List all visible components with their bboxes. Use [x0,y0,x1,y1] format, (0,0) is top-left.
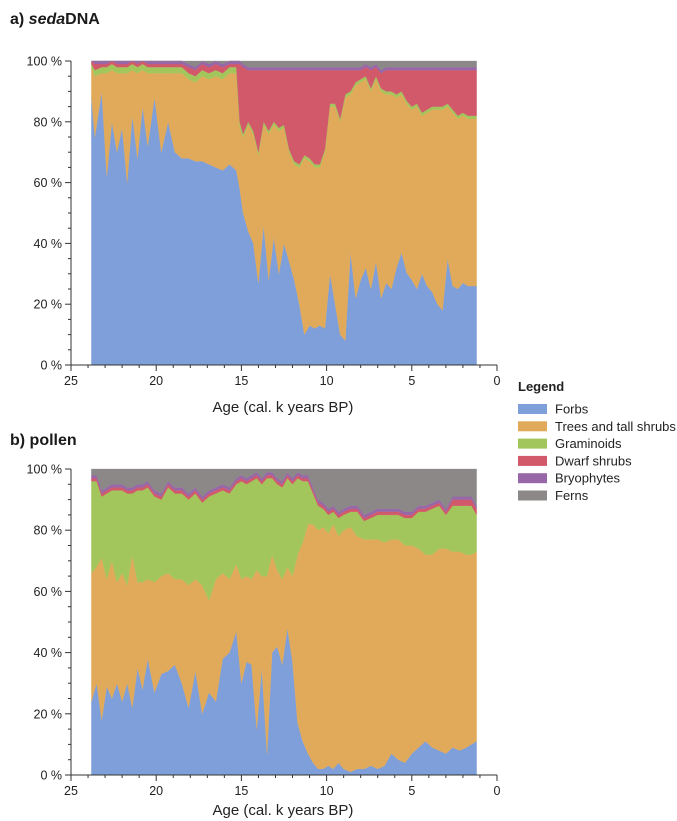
panel-pollen: b) pollen 0 % 20 % 40 % 60 % 80 % 100 % 25 20 15… [10,432,501,819]
x-tick-label: 5 [408,374,415,388]
legend-label-graminoids: Graminoids [555,436,622,451]
x-tick-label: 0 [494,374,501,388]
y-tick-label: 20 % [34,298,63,312]
legend-swatch-trees-and-tall-shrubs [518,421,547,432]
x-tick-label: 10 [320,784,334,798]
legend-title: Legend [518,379,564,394]
y-tick-label: 100 % [27,55,62,69]
y-tick-label: 0 % [40,359,62,373]
x-tick-label: 25 [64,784,78,798]
legend-swatch-graminoids [518,438,547,449]
x-axis-label-pollen: Age (cal. k years BP) [213,802,354,819]
y-tick-label: 60 % [34,585,63,599]
panel-seda-dna: a) sedaDNA 0 % 20 % 40 % 60 % 80 % 100 % 25 20 1… [10,11,501,416]
legend-swatch-forbs [518,404,547,414]
legend-label-trees-and-tall-shrubs: Trees and tall shrubs [555,419,676,434]
y-tick-label: 60 % [34,176,63,190]
legend-swatch-bryophytes [518,473,547,484]
panel-a-title: a) sedaDNA [10,11,100,28]
panel-b-title: b) pollen [10,432,77,449]
y-tick-label: 100 % [27,463,62,477]
x-tick-label: 25 [64,374,78,388]
x-tick-label: 5 [408,784,415,798]
x-tick-label: 0 [494,784,501,798]
legend-swatch-ferns [518,490,547,501]
y-tick-label: 40 % [34,646,63,660]
x-tick-label: 15 [234,784,248,798]
legend-label-ferns: Ferns [555,488,589,503]
x-tick-label: 20 [149,374,163,388]
stacked-areas-seda-dna [90,60,477,366]
x-tick-label: 10 [320,374,334,388]
area-ferns [91,468,477,516]
stacked-areas-pollen [91,468,477,776]
legend-swatch-dwarf-shrubs [518,455,547,466]
area-ferns [91,60,477,71]
axes-seda-dna: 0 % 20 % 40 % 60 % 80 % 100 % 25 20 15 10 5 0 [27,55,501,389]
x-tick-label: 15 [234,374,248,388]
y-tick-label: 80 % [34,524,63,538]
y-tick-label: 40 % [34,237,63,251]
legend-label-forbs: Forbs [555,402,589,417]
x-tick-label: 20 [149,784,163,798]
y-tick-label: 80 % [34,115,63,129]
x-axis-label-seda-dna: Age (cal. k years BP) [213,399,354,416]
y-tick-label: 20 % [34,707,63,721]
y-tick-label: 0 % [40,769,62,783]
legend-label-bryophytes: Bryophytes [555,471,621,486]
axes-pollen: 0 % 20 % 40 % 60 % 80 % 100 % 25 20 15 10 5 0 [27,463,501,799]
legend: Legend Forbs Trees and tall shrubs Gramino… [518,379,676,503]
legend-label-dwarf-shrubs: Dwarf shrubs [555,453,632,468]
